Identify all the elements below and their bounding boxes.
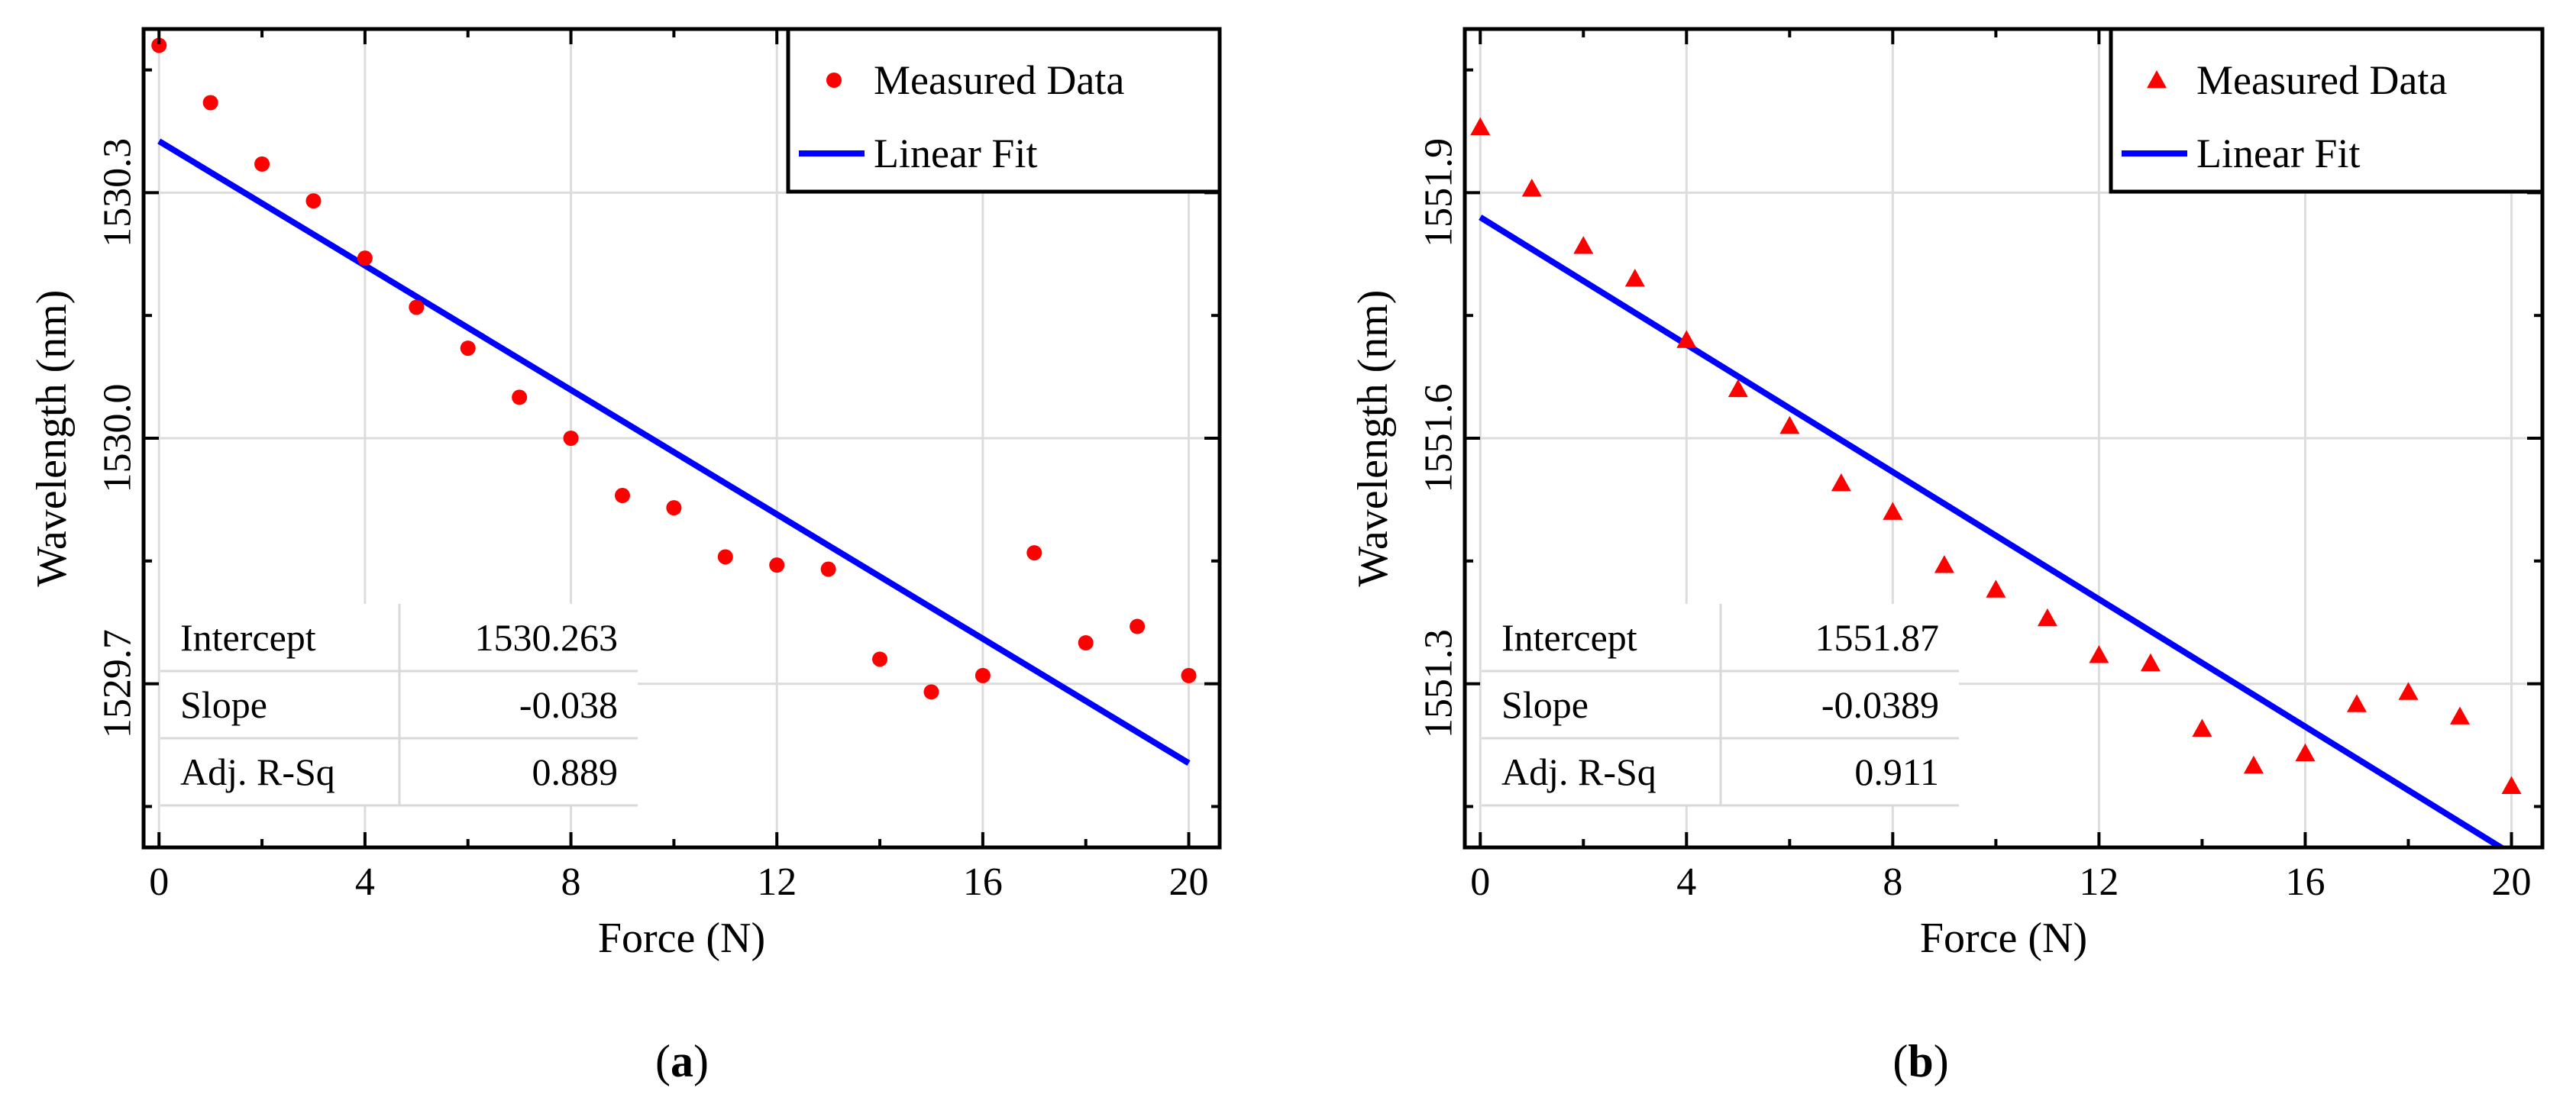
- stats-table: Intercept 1551.87 Slope -0.0389 Adj. R-Sq 0.9…: [1482, 604, 1959, 807]
- x-tick-label: 16: [2285, 860, 2325, 904]
- data-point: [2346, 694, 2367, 712]
- x-tick-label: 4: [1676, 860, 1696, 904]
- x-tick-label: 16: [963, 860, 1003, 904]
- data-point: [563, 431, 579, 446]
- stats-label: Intercept: [180, 616, 316, 659]
- data-point: [460, 340, 476, 357]
- chart-panel-b: 0 4 8 12 16 20 1551.3 1551.6 1551.9 Force (N) Wave…: [1349, 27, 2545, 1086]
- legend-label-measured: Measured Data: [874, 57, 1124, 103]
- x-tick-label: 12: [2079, 860, 2119, 904]
- legend-label-fit: Linear Fit: [874, 131, 1037, 176]
- x-tick-label: 20: [1169, 860, 1209, 904]
- data-point: [409, 299, 425, 315]
- stats-label: Slope: [1501, 683, 1589, 726]
- data-point: [717, 549, 733, 565]
- x-tick-label: 0: [149, 860, 169, 904]
- x-tick-label: 20: [2491, 860, 2531, 904]
- data-point: [151, 37, 167, 53]
- data-point: [923, 684, 939, 700]
- data-point: [254, 156, 270, 172]
- data-point: [202, 95, 218, 111]
- data-point: [2295, 743, 2316, 762]
- y-axis-label: Wavelength (nm): [28, 290, 76, 587]
- data-point: [2089, 645, 2109, 663]
- panel-label: (a): [655, 1036, 709, 1086]
- data-point: [614, 488, 630, 504]
- data-point: [1026, 545, 1042, 561]
- legend-marker-measured: [826, 73, 842, 88]
- data-point: [305, 193, 322, 209]
- y-tick-label: 1551.9: [1417, 138, 1461, 247]
- data-point: [2037, 608, 2057, 627]
- stats-value: 0.911: [1854, 750, 1939, 793]
- data-point: [1624, 268, 1645, 287]
- stats-value: 1530.263: [475, 616, 619, 659]
- legend-box: [2109, 27, 2545, 194]
- data-point: [512, 389, 528, 405]
- stats-label: Intercept: [1501, 616, 1637, 659]
- data-point: [1779, 415, 1800, 434]
- panel-label: (b): [1892, 1036, 1948, 1086]
- data-point: [1934, 555, 1954, 573]
- stats-value: -0.0389: [1821, 683, 1939, 726]
- legend-box: [786, 27, 1222, 194]
- stats-value: 1551.87: [1815, 616, 1940, 659]
- data-point: [1470, 117, 1491, 136]
- data-point: [357, 250, 373, 266]
- stats-value: 0.889: [532, 750, 619, 793]
- data-point: [2398, 682, 2419, 700]
- linear-fit-line: [1479, 215, 2507, 847]
- data-point: [1986, 579, 2006, 598]
- x-tick-label: 4: [355, 860, 375, 904]
- data-point: [2449, 706, 2470, 725]
- y-tick-label: 1529.7: [96, 629, 140, 738]
- x-tick-label: 8: [1883, 860, 1902, 904]
- data-point: [1521, 179, 1542, 197]
- data-point: [1831, 473, 1851, 492]
- data-point: [2192, 718, 2212, 737]
- linear-fit-line: [157, 138, 1191, 767]
- data-point: [769, 557, 785, 573]
- y-axis-label: Wavelength (nm): [1349, 290, 1397, 587]
- chart-panel-a: 0 4 8 12 16 20 1529.7 1530.0 1530.3 Force (N) Wave…: [28, 27, 1222, 1086]
- stats-label: Slope: [180, 683, 267, 726]
- data-point: [1130, 618, 1146, 634]
- stats-value: -0.038: [519, 683, 618, 726]
- stats-label: Adj. R-Sq: [180, 750, 335, 793]
- x-tick-label: 12: [757, 860, 797, 904]
- data-point: [1883, 502, 1903, 520]
- x-axis-label: Force (N): [1920, 915, 2087, 962]
- data-point: [1181, 667, 1197, 683]
- x-axis-label: Force (N): [598, 915, 765, 962]
- y-tick-label: 1551.6: [1417, 384, 1461, 493]
- data-point: [666, 500, 682, 516]
- data-point: [1728, 379, 1748, 398]
- data-point: [974, 667, 991, 683]
- data-point: [820, 561, 836, 577]
- y-tick-label: 1530.0: [96, 384, 140, 493]
- data-point: [2140, 653, 2161, 672]
- data-point: [2501, 776, 2522, 794]
- data-point: [1078, 635, 1094, 650]
- stats-label: Adj. R-Sq: [1501, 750, 1656, 793]
- x-tick-label: 8: [561, 860, 581, 904]
- legend-label-fit: Linear Fit: [2196, 131, 2360, 176]
- y-tick-label: 1551.3: [1417, 629, 1461, 738]
- data-point: [1573, 236, 1594, 254]
- data-point: [2243, 755, 2264, 774]
- x-tick-label: 0: [1470, 860, 1490, 904]
- y-tick-label: 1530.3: [96, 138, 140, 247]
- legend-marker-measured: [2147, 70, 2167, 89]
- data-point: [1676, 330, 1697, 348]
- stats-table: Intercept 1530.263 Slope -0.038 Adj. R-Sq 0.8…: [160, 604, 638, 807]
- data-point: [872, 651, 888, 667]
- legend-label-measured: Measured Data: [2196, 57, 2447, 103]
